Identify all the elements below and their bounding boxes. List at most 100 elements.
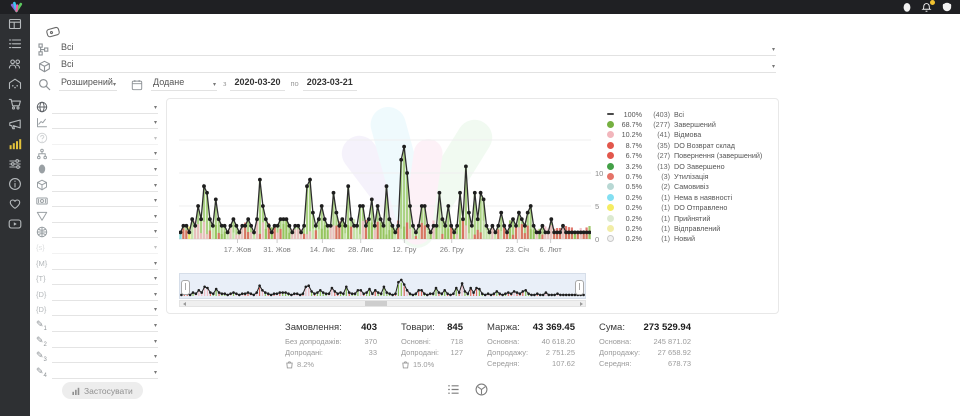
panel-filter-select[interactable] (52, 366, 158, 379)
legend-item[interactable]: 100%(403)Всі (607, 109, 773, 119)
sidebar-item-partners-icon[interactable] (0, 194, 30, 214)
person-icon (36, 163, 52, 175)
sidebar-item-video-icon[interactable] (0, 214, 30, 234)
scroll-right-arrow[interactable] (577, 301, 585, 306)
x-tick-label: 23. Січ (506, 245, 530, 254)
upsell-share: 15.0% (401, 360, 463, 369)
panel-filter-select[interactable] (52, 319, 158, 332)
filter-search-row: Розширений Додане з 2020-03-20 по 2023-0… (38, 77, 357, 91)
egg-icon[interactable] (903, 2, 911, 12)
chevron-down-icon (154, 151, 157, 157)
panel-filter-select[interactable] (52, 132, 158, 145)
chevron-down-icon (154, 276, 157, 282)
list-view-icon[interactable] (447, 383, 460, 396)
legend-percent: 6.7% (618, 151, 642, 160)
panel-filter-select[interactable] (52, 210, 158, 223)
scrollbar-thumb[interactable] (365, 301, 387, 306)
sidebar-item-settings-icon[interactable] (0, 154, 30, 174)
chart-scrollbar[interactable] (179, 300, 586, 307)
date-field-select[interactable]: Додане (151, 77, 217, 91)
legend-item[interactable]: 0.2%(1)Новий (607, 234, 773, 244)
panel-filter-select[interactable] (52, 179, 158, 192)
orders-chart[interactable] (179, 105, 591, 247)
chart-navigator[interactable] (179, 273, 586, 299)
product-view-icon[interactable] (475, 383, 488, 396)
panel-filter-row-globe (36, 100, 158, 114)
apply-button[interactable]: Застосувати (62, 382, 143, 399)
legend-count: (1) (646, 234, 670, 243)
legend-percent: 3.2% (618, 162, 642, 171)
sidebar-item-cart-icon[interactable] (0, 94, 30, 114)
legend-label: Самовивіз (674, 182, 709, 191)
panel-filter-row-pencil-3: ✎3 (36, 350, 158, 364)
panel-filter-select[interactable] (52, 194, 158, 207)
panel-filter-select[interactable] (52, 350, 158, 363)
legend-percent: 0.2% (618, 193, 642, 202)
legend-percent: 0.7% (618, 172, 642, 181)
panel-filter-select[interactable] (52, 101, 158, 114)
navigator-right-handle[interactable] (575, 280, 584, 295)
legend-item[interactable]: 0.2%(1)Нема в наявності (607, 192, 773, 202)
panel-filter-select[interactable] (52, 303, 158, 316)
brand-logo[interactable] (10, 1, 23, 13)
panel-filter-select[interactable] (52, 147, 158, 160)
brace-icon: {T} (36, 274, 52, 283)
panel-filter-select[interactable] (52, 241, 158, 254)
panel-filter-select[interactable] (52, 288, 158, 301)
panel-filter-select[interactable] (52, 335, 158, 348)
sidebar-item-marketing-icon[interactable] (0, 114, 30, 134)
bell-icon[interactable] (921, 2, 932, 13)
stat-title: Товари:845 (401, 322, 463, 333)
legend-item[interactable]: 6.7%(27)Повернення (завершений) (607, 151, 773, 161)
box-icon (36, 179, 52, 191)
sidebar-item-analytics-icon[interactable] (0, 134, 30, 154)
sidebar-item-orders-icon[interactable] (0, 34, 30, 54)
notification-badge (930, 0, 935, 5)
apply-button-label: Застосувати (84, 386, 133, 396)
sidebar-item-info-icon[interactable] (0, 174, 30, 194)
product-select[interactable]: Всі (59, 59, 776, 73)
footer-toggles (447, 383, 488, 396)
legend-percent: 0.2% (618, 234, 642, 243)
stat-row: Основна:40 618.20 (487, 337, 575, 348)
panel-filter-select[interactable] (52, 163, 158, 176)
search-icon[interactable] (38, 78, 51, 91)
chevron-down-icon (154, 167, 157, 173)
navigator-left-handle[interactable] (181, 280, 190, 295)
scroll-left-arrow[interactable] (180, 301, 188, 306)
panel-filter-select[interactable] (52, 257, 158, 270)
date-to-input[interactable]: 2023-03-21 (303, 77, 357, 91)
stat-row: Без допродажів:370 (285, 337, 377, 348)
sidebar-item-warehouse-icon[interactable] (0, 74, 30, 94)
chevron-down-icon (154, 214, 157, 220)
search-mode-select[interactable]: Розширений (59, 77, 117, 91)
legend-item[interactable]: 0.2%(1)DO Отправлено (607, 203, 773, 213)
legend-item[interactable]: 3.2%(13)DO Завершено (607, 161, 773, 171)
panel-filter-select[interactable] (52, 272, 158, 285)
sidebar-item-dashboard-icon[interactable] (0, 14, 30, 34)
date-from-input[interactable]: 2020-03-20 (230, 77, 284, 91)
legend-item[interactable]: 10.2%(41)Відмова (607, 130, 773, 140)
hierarchy-icon (36, 148, 52, 160)
panel-filter-row-box (36, 178, 158, 192)
panel-filter-select[interactable] (52, 116, 158, 129)
legend-item[interactable]: 0.5%(2)Самовивіз (607, 182, 773, 192)
source-select[interactable]: Всі (59, 42, 776, 56)
legend-item[interactable]: 8.7%(35)DO Возврат склад (607, 140, 773, 150)
legend-item[interactable]: 68.7%(277)Завершений (607, 119, 773, 129)
chevron-down-icon (772, 64, 775, 70)
legend-count: (27) (646, 151, 670, 160)
date-to-label: по (291, 79, 299, 88)
legend-swatch (607, 183, 614, 190)
brace-icon: {D} (36, 290, 52, 299)
legend-item[interactable]: 0.2%(1)Відправлений (607, 223, 773, 233)
legend-item[interactable]: 0.2%(1)Прийнятий (607, 213, 773, 223)
stat-column: Замовлення:403Без допродажів:370Допродан… (285, 322, 377, 370)
x-tick-label: 6. Лют (540, 245, 562, 254)
filter-product-row: Всі (38, 59, 776, 73)
panel-filter-select[interactable] (52, 225, 158, 238)
legend-item[interactable]: 0.7%(3)Утилізація (607, 171, 773, 181)
sidebar-item-customers-icon[interactable] (0, 54, 30, 74)
avatar-icon[interactable] (942, 2, 952, 12)
tag-icon[interactable] (44, 24, 62, 40)
